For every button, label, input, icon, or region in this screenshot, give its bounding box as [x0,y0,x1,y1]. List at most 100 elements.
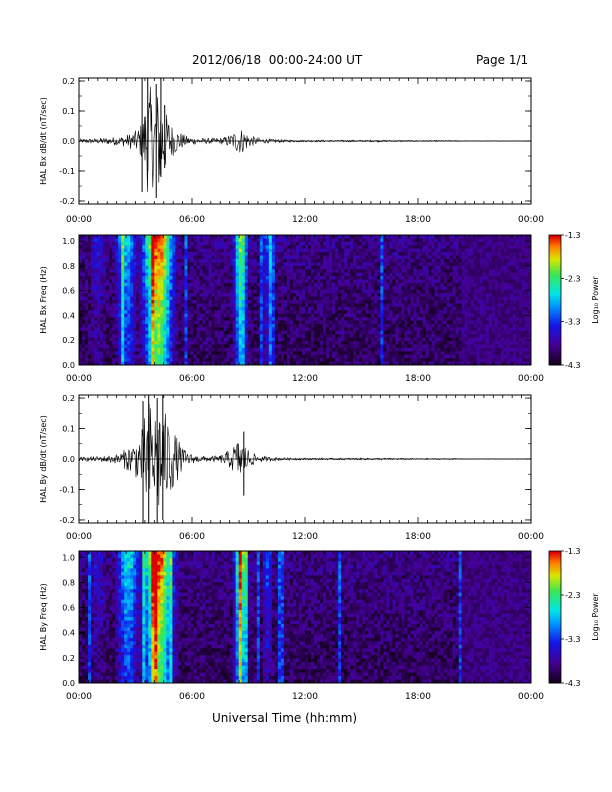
spectrogram-cell [262,300,267,304]
spectrogram-cell [199,255,203,260]
spectrogram-cell [118,241,122,246]
spectrogram-cell [208,293,212,297]
spectrogram-cell [425,279,429,284]
spectrogram-cell [85,269,89,274]
spectrogram-cell [199,351,203,356]
spectrogram-cell [262,361,267,366]
spectrogram-cell [374,320,378,325]
spectrogram-cell [305,313,309,318]
spectrogram-cell [308,361,312,366]
spectrogram-cell [217,330,222,335]
spectrogram-cell [103,320,107,325]
spectrogram-cell [172,300,176,304]
spectrogram-cell [133,341,137,345]
spectrogram-cell [353,279,357,284]
spectrogram-cell [446,248,451,253]
spectrogram-cell [386,303,390,308]
spectrogram-cell [268,265,273,270]
spectrogram-cell [289,334,294,339]
spectrogram-cell [259,354,264,359]
spectrogram-cell [298,347,303,352]
spectrogram-cell [232,276,237,280]
spectrogram-cell [371,252,375,256]
spectrogram-cell [112,296,116,301]
spectrogram-cell [413,293,417,297]
spectrogram-cell [292,286,297,291]
spectrogram-cell [395,258,399,263]
spectrogram-cell [362,313,366,318]
spectrogram-cell [250,272,255,277]
spectrogram-cell [196,317,200,321]
spectrogram-cell [350,258,354,263]
spectrogram-cell [431,235,435,239]
spectrogram-cell [268,303,273,308]
spectrogram-cell [301,354,306,359]
spectrogram-cell [136,255,140,260]
spectrogram-cell [118,279,122,284]
spectrogram-cell [374,323,378,328]
spectrogram-cell [193,351,197,356]
spectrogram-cell [332,317,336,321]
spectrogram-cell [130,252,134,256]
spectrogram-cell [193,341,197,345]
spectrogram-cell [106,276,110,280]
spectrogram-cell [214,341,219,345]
spectrogram-cell [374,347,378,352]
spectrogram-cell [103,330,107,335]
spectrogram-cell [130,323,134,328]
spectrogram-cell [283,241,288,246]
spectrogram-cell [380,310,384,315]
spectrogram-cell [362,279,366,284]
spectrogram-cell [365,306,369,311]
spectrogram-cell [175,282,179,287]
spectrogram-cell [314,269,318,274]
spectrogram-cell [371,341,375,345]
spectrogram-cell [389,248,393,253]
spectrogram-cell [386,293,390,297]
spectrogram-cell [359,293,363,297]
spectrogram-cell [410,347,414,352]
spectrogram-cell [136,282,140,287]
spectrogram-cell [371,296,375,301]
spectrogram-cell [109,310,113,315]
spectrogram-cell [94,320,98,325]
spectrogram-cell [389,337,393,342]
spectrogram-cell [410,361,414,366]
spectrogram-cell [335,303,339,308]
spectrogram-cell [347,306,351,311]
spectrogram-cell [199,323,203,328]
spectrogram-cell [301,296,306,301]
spectrogram-cell [187,330,191,335]
spectrogram-cell [368,320,372,325]
spectrogram-cell [259,241,264,246]
spectrogram-cell [359,245,363,250]
spectrogram-cell [82,276,86,280]
spectrogram-cell [298,289,303,294]
spectrogram-cell [440,310,445,315]
spectrogram-cell [208,279,212,284]
spectrogram-cell [271,245,276,250]
spectrogram-cell [341,238,345,243]
spectrogram-cell [277,286,282,291]
spectrogram-cell [413,354,417,359]
spectrogram-cell [443,306,448,311]
spectrogram-cell [271,334,276,339]
spectrogram-cell [443,317,448,321]
spectrogram-cell [118,330,122,335]
spectrogram-cell [359,258,363,263]
spectrogram-cell [428,235,432,239]
spectrogram-cell [305,289,309,294]
spectrogram-cell [332,358,336,362]
spectrogram-cell [404,269,408,274]
spectrogram-cell [416,344,420,349]
spectrogram-cell [308,334,312,339]
spectrogram-cell [383,252,387,256]
spectrogram-cell [359,248,363,253]
spectrogram-cell [169,303,173,308]
spectrogram-cell [247,323,252,328]
spectrogram-cell [274,347,279,352]
spectrogram-cell [145,258,149,263]
spectrogram-cell [130,269,134,274]
spectrogram-cell [332,269,336,274]
spectrogram-cell [145,269,149,274]
